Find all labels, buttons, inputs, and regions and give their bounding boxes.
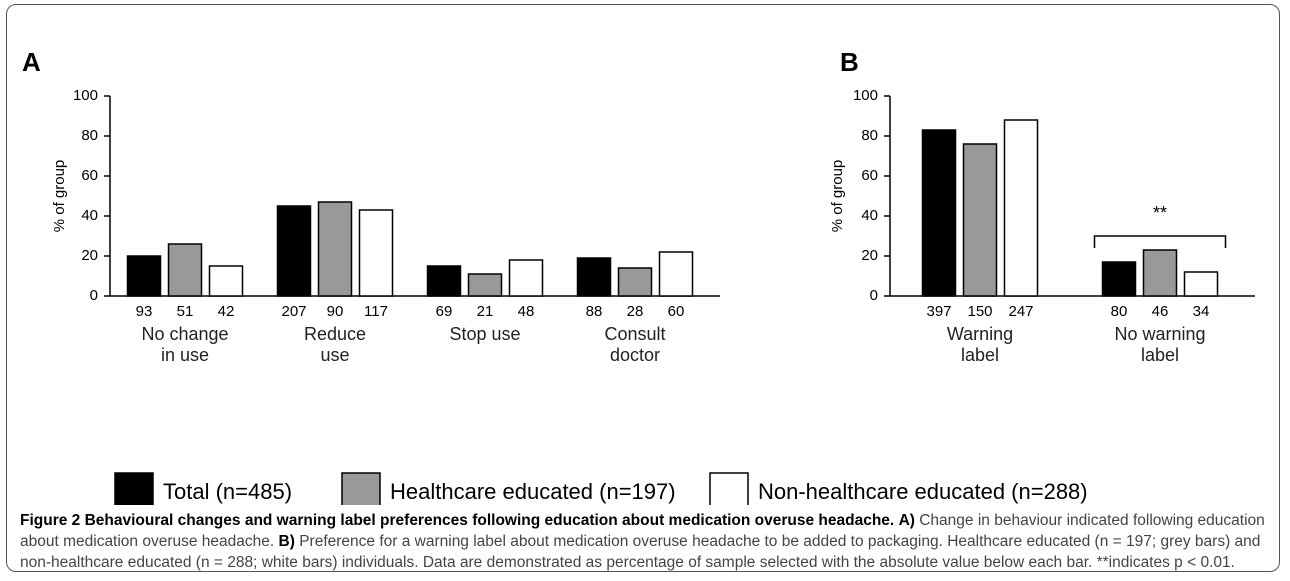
count-label: 21 [477,303,494,320]
count-label: 51 [177,303,194,320]
y-tick-label: 0 [870,287,878,304]
significance-bracket [1093,235,1227,248]
x-category-label: No warning label [1114,324,1206,365]
count-label: 117 [364,303,388,320]
count-label: 93 [136,303,153,320]
bar [358,209,394,297]
y-tick-label: 100 [853,87,878,104]
y-tick-label: 80 [861,127,878,144]
caption-title: Figure 2 Behavioural changes and warning… [20,512,895,529]
bar [426,265,462,297]
frame [6,4,1280,572]
legend-label: Non-healthcare educated (n=288) [758,479,1088,504]
y-tick-label: 60 [861,167,878,184]
x-category-label: Consult doctor [604,324,666,365]
legend-swatch [114,472,154,505]
y-tick-label: 80 [81,127,98,144]
y-tick-label: 0 [90,287,98,304]
caption-text: Change in behaviour indicated following … [20,512,1265,550]
bar [962,143,998,297]
caption-text: Preference for a warning label about med… [20,533,1261,571]
legend-label: Total (n=485) [163,479,292,504]
caption-label: B) [278,533,295,550]
count-label: 28 [627,303,644,320]
bar [508,259,544,297]
count-label: 42 [218,303,235,320]
caption-label: A) [898,512,915,529]
bar [1183,271,1219,297]
count-label: 69 [436,303,453,320]
count-label: 60 [668,303,685,320]
count-label: 48 [518,303,535,320]
panel-label: A [22,47,41,77]
y-tick-label: 40 [861,207,878,224]
bar [658,251,694,297]
bar [576,257,612,297]
count-label: 397 [926,303,951,320]
x-category-label: No change in use [141,324,229,365]
bar [467,273,503,297]
panel-label: B [840,47,859,77]
count-label: 90 [327,303,344,320]
y-tick-label: 20 [861,247,878,264]
bar [1101,261,1137,297]
y-axis-label: % of group [829,160,846,233]
chart-area: A % of group 0 20 40 60 80 100 93 51 42 207 90 117 69 2… [22,47,1255,505]
legend-label: Healthcare educated (n=197) [390,479,676,504]
bar [921,129,957,297]
bar [1003,119,1039,297]
count-label: 80 [1111,303,1128,320]
caption: Figure 2 Behavioural changes and warning… [20,510,1270,573]
x-category-label: Reduce use [303,324,367,365]
y-tick-label: 20 [81,247,98,264]
y-axis-label: % of group [51,160,68,233]
bar [1142,249,1178,297]
y-tick-label: 100 [73,87,98,104]
legend-swatch [709,472,749,505]
bar [167,243,203,297]
count-label: 150 [967,303,992,320]
bar [617,267,653,297]
count-label: 247 [1008,303,1033,320]
legend-swatch [341,472,381,505]
significance-label: ** [1153,203,1167,223]
x-category-label: Stop use [449,324,521,344]
count-label: 88 [586,303,603,320]
y-tick-label: 40 [81,207,98,224]
bar [276,205,312,297]
count-label: 46 [1152,303,1169,320]
bar [208,265,244,297]
bar [126,255,162,297]
count-label: 34 [1193,303,1210,320]
bar [317,201,353,297]
y-tick-label: 60 [81,167,98,184]
x-category-label: Warning label [946,324,1014,365]
count-label: 207 [281,303,306,320]
